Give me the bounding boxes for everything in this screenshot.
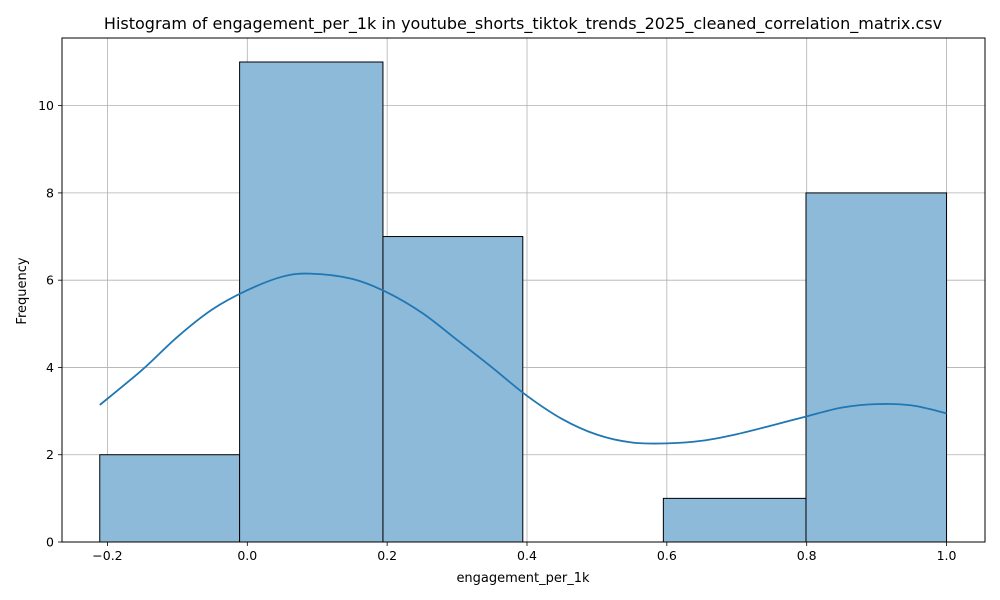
y-tick-label-4: 8 [46,185,54,200]
histogram-bar-5 [805,192,948,543]
x-tick-label-6: 1.0 [937,548,957,563]
y-axis-label: Frequency [15,257,30,324]
x-tick-label-5: 0.8 [797,548,817,563]
histogram-bars [99,61,948,543]
chart-title: Histogram of engagement_per_1k in youtub… [104,14,942,34]
y-tick-label-3: 6 [46,273,54,288]
y-tick-label-2: 4 [46,360,54,375]
y-tick-label-5: 10 [38,98,54,113]
histogram-bar-4 [662,497,807,543]
kde-line [99,272,947,445]
kde-curve [99,272,947,445]
y-tick-label-0: 0 [46,535,54,550]
y-axis-ticks: 0 2 4 6 8 10 [38,98,62,550]
x-tick-label-2: 0.2 [377,548,397,563]
x-tick-label-1: 0.0 [237,548,257,563]
x-axis-label: engagement_per_1k [456,571,590,586]
x-tick-label-4: 0.6 [657,548,677,563]
x-tick-label-3: 0.4 [517,548,537,563]
x-axis-ticks: −0.2 0.0 0.2 0.4 0.6 0.8 1.0 [92,542,957,563]
histogram-bar-0 [99,454,241,543]
plot-frame [61,37,986,543]
histogram-bar-2 [382,236,524,543]
x-tick-label-0: −0.2 [92,548,122,563]
histogram-bar-1 [239,61,384,543]
y-tick-label-1: 2 [46,447,54,462]
